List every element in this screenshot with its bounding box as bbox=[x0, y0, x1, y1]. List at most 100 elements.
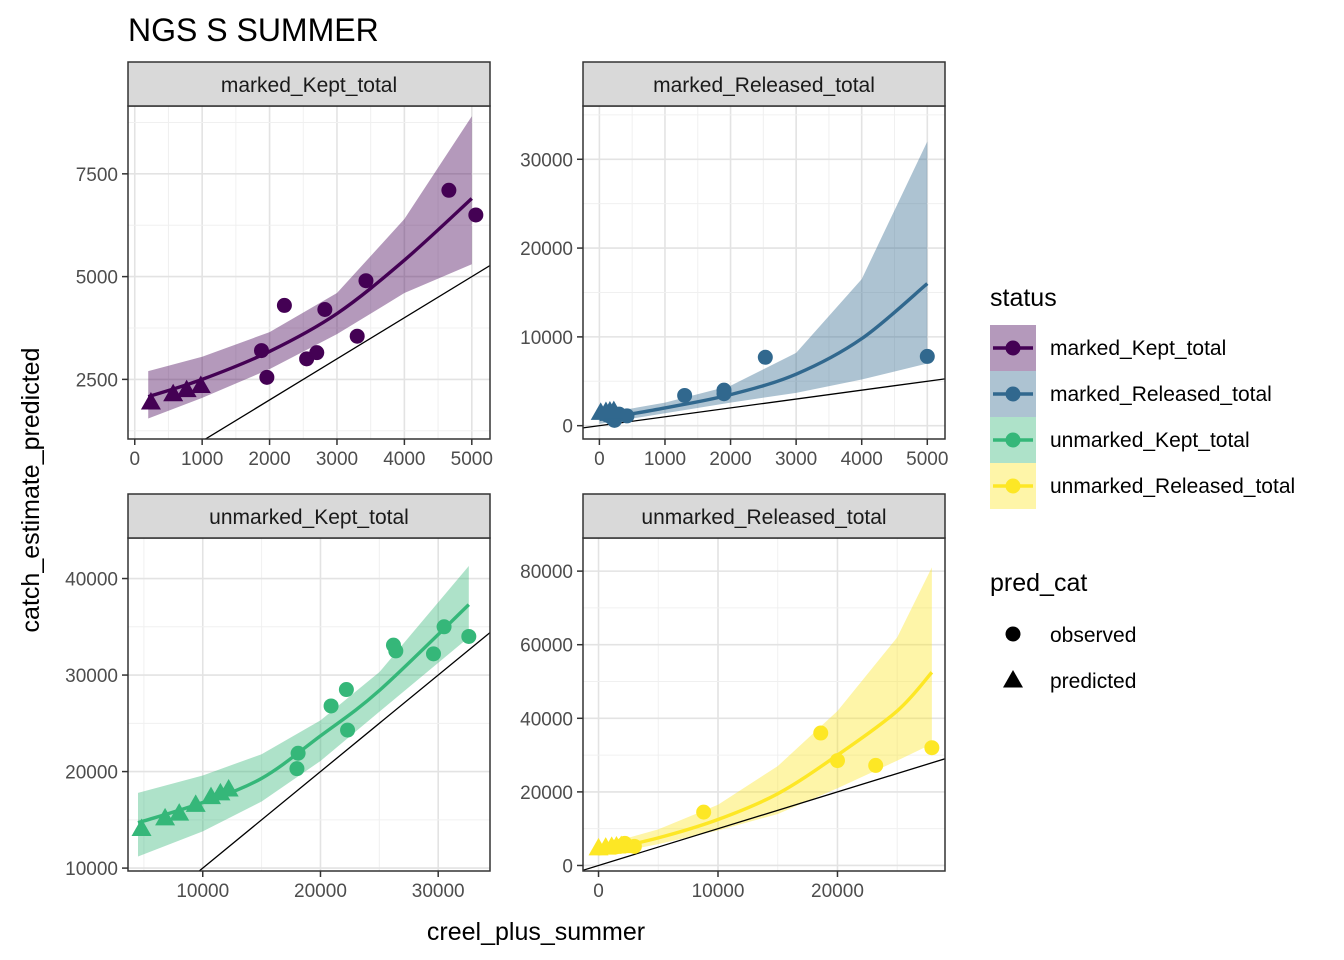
observed-point bbox=[358, 273, 374, 289]
chart-title: NGS S SUMMER bbox=[128, 12, 379, 48]
predicted-point bbox=[155, 807, 176, 826]
observed-point bbox=[716, 382, 732, 398]
legend-pred-cat: pred_cat observed predicted bbox=[990, 569, 1136, 693]
y-tick-label: 0 bbox=[562, 417, 573, 438]
reference-line bbox=[198, 632, 490, 871]
x-tick-label: 0 bbox=[129, 449, 140, 470]
x-tick-label: 20000 bbox=[294, 881, 347, 902]
gridlines bbox=[583, 106, 945, 439]
observed-point bbox=[349, 328, 365, 344]
observed-point bbox=[619, 408, 635, 424]
observed-point bbox=[436, 619, 452, 635]
legend-status: status marked_Kept_total marked_Released_… bbox=[990, 284, 1295, 509]
observed-point bbox=[253, 343, 269, 359]
plot-layer bbox=[140, 116, 490, 439]
predicted-point bbox=[603, 400, 624, 419]
x-tick-label: 2000 bbox=[248, 449, 290, 470]
x-tick-label: 0 bbox=[594, 449, 605, 470]
confidence-ribbon bbox=[599, 141, 928, 424]
gridlines bbox=[128, 106, 490, 439]
y-tick-label: 5000 bbox=[76, 268, 118, 289]
gridlines bbox=[583, 538, 945, 871]
legend-pred-cat-title: pred_cat bbox=[990, 569, 1087, 597]
x-tick-label: 2000 bbox=[709, 449, 751, 470]
gridlines bbox=[128, 538, 490, 871]
observed-point bbox=[289, 761, 305, 777]
observed-point bbox=[757, 349, 773, 365]
observed-point bbox=[626, 838, 642, 854]
panel-background bbox=[583, 538, 945, 871]
facet-panel: unmarked_Released_total 0 10000 20000 0 20000… bbox=[520, 493, 946, 902]
legend-status-key bbox=[990, 371, 1036, 417]
legend-pred-cat-label: predicted bbox=[1050, 670, 1136, 693]
legend-key-point bbox=[1005, 478, 1021, 494]
observed-point bbox=[425, 646, 441, 662]
x-tick-label: 20000 bbox=[811, 881, 864, 902]
predicted-point bbox=[218, 778, 239, 797]
facet-strip-label: marked_Kept_total bbox=[221, 74, 397, 97]
y-tick-label: 30000 bbox=[65, 666, 118, 687]
fit-line bbox=[599, 282, 929, 422]
y-tick-label: 40000 bbox=[65, 570, 118, 591]
facet-strip bbox=[127, 61, 491, 107]
reference-line bbox=[583, 758, 945, 871]
x-tick-label: 3000 bbox=[775, 449, 817, 470]
observed-point bbox=[868, 757, 884, 773]
x-tick-label: 1000 bbox=[181, 449, 223, 470]
facet-strip-label: unmarked_Released_total bbox=[641, 506, 886, 529]
predicted-point bbox=[190, 375, 211, 394]
x-tick-label: 3000 bbox=[316, 449, 358, 470]
facet-strip-label: marked_Released_total bbox=[653, 74, 875, 97]
y-tick-label: 0 bbox=[562, 856, 573, 877]
y-tick-label: 7500 bbox=[76, 165, 118, 186]
legend-key-point bbox=[1005, 340, 1021, 356]
x-axis-title: creel_plus_summer bbox=[427, 918, 645, 946]
x-tick-label: 0 bbox=[593, 881, 604, 902]
observed-point bbox=[813, 725, 829, 741]
x-tick-label: 4000 bbox=[383, 449, 425, 470]
x-tick-label: 4000 bbox=[841, 449, 883, 470]
legend-status-key bbox=[990, 463, 1036, 509]
y-tick-label: 10000 bbox=[520, 328, 573, 349]
x-tick-label: 30000 bbox=[412, 881, 465, 902]
x-tick-label: 10000 bbox=[692, 881, 745, 902]
observed-point bbox=[461, 628, 477, 644]
facet-strip bbox=[582, 493, 946, 539]
observed-point bbox=[441, 182, 457, 198]
reference-line bbox=[583, 378, 945, 429]
legend-status-key bbox=[990, 417, 1036, 463]
facet-panel: unmarked_Kept_total 10000 20000 30000 10000 2… bbox=[65, 493, 491, 902]
observed-point bbox=[388, 643, 404, 659]
x-tick-label: 5000 bbox=[451, 449, 493, 470]
y-tick-label: 10000 bbox=[65, 859, 118, 880]
x-tick-label: 1000 bbox=[644, 449, 686, 470]
x-tick-label: 10000 bbox=[176, 881, 229, 902]
panel-background bbox=[583, 106, 945, 439]
legend-key-point bbox=[1005, 432, 1021, 448]
facet-strip bbox=[582, 61, 946, 107]
reference-line bbox=[204, 264, 490, 439]
y-axis-title: catch_estimate_predicted bbox=[17, 348, 45, 633]
observed-point bbox=[924, 740, 940, 756]
y-tick-label: 20000 bbox=[65, 763, 118, 784]
observed-point bbox=[309, 345, 325, 361]
plot-layer bbox=[131, 565, 490, 871]
legend-status-label: unmarked_Kept_total bbox=[1050, 429, 1250, 452]
panel-background bbox=[128, 538, 490, 871]
legend-triangle-marker bbox=[1003, 670, 1023, 688]
observed-point bbox=[696, 804, 712, 820]
observed-point bbox=[919, 348, 935, 364]
observed-point bbox=[338, 682, 354, 698]
y-tick-label: 2500 bbox=[76, 370, 118, 391]
observed-point bbox=[323, 698, 339, 714]
plot-layer bbox=[583, 141, 945, 429]
predicted-point bbox=[169, 803, 190, 821]
y-tick-label: 40000 bbox=[520, 709, 573, 730]
observed-point bbox=[468, 207, 484, 223]
observed-point bbox=[290, 745, 306, 761]
legend-status-label: marked_Released_total bbox=[1050, 383, 1272, 406]
y-tick-label: 60000 bbox=[520, 636, 573, 657]
y-tick-label: 30000 bbox=[520, 150, 573, 171]
y-tick-label: 80000 bbox=[520, 562, 573, 583]
